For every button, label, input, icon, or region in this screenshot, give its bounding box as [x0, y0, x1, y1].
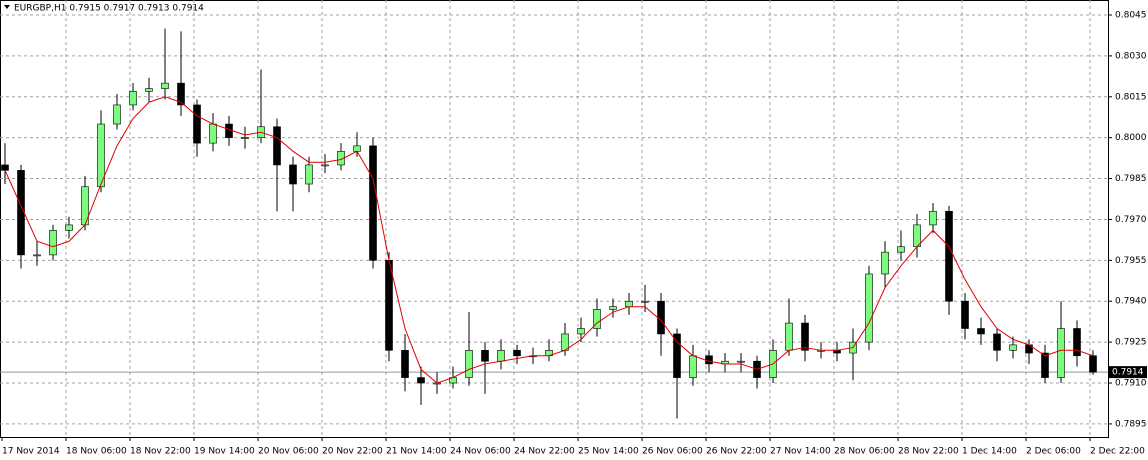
- y-tick-label: 0.7940: [1115, 297, 1147, 307]
- candle-body: [113, 104, 121, 125]
- candle-body: [465, 350, 473, 378]
- candle-body: [1009, 344, 1017, 351]
- candle-body: [17, 170, 25, 256]
- candle-body: [353, 145, 361, 152]
- x-tick-label: 27 Nov 14:00: [770, 447, 831, 457]
- x-tick-label: 26 Nov 22:00: [706, 447, 767, 457]
- candle-body: [577, 328, 585, 335]
- x-tick-label: 19 Nov 14:00: [194, 447, 255, 457]
- chart-title: EURGBP,H1 0.7915 0.7917 0.7913 0.7914: [14, 4, 204, 14]
- x-tick-label: 28 Nov 22:00: [898, 447, 959, 457]
- candle-body: [977, 328, 985, 335]
- candle-body: [1, 164, 9, 171]
- candle-body: [897, 246, 905, 253]
- y-tick-label: 0.7955: [1115, 256, 1147, 266]
- candle-body: [561, 333, 569, 351]
- candle-body: [369, 145, 377, 261]
- candle-body: [65, 224, 73, 231]
- candle-body: [129, 91, 137, 106]
- candle-body: [321, 164, 329, 167]
- candle-body: [625, 300, 633, 307]
- title-arrow: [4, 5, 10, 9]
- candle-body: [209, 123, 217, 144]
- candle-body: [401, 350, 409, 378]
- candle-body: [497, 350, 505, 362]
- x-tick-label: 26 Nov 06:00: [642, 447, 703, 457]
- candle-body: [993, 333, 1001, 351]
- candle-body: [593, 309, 601, 329]
- candle-body: [1041, 352, 1049, 378]
- x-tick-label: 2 Dec 06:00: [1026, 447, 1081, 457]
- candle-body: [1089, 355, 1097, 373]
- candle-body: [273, 126, 281, 166]
- x-tick-label: 20 Nov 22:00: [322, 447, 383, 457]
- x-tick-label: 1 Dec 14:00: [962, 447, 1017, 457]
- candle-body: [673, 333, 681, 378]
- candle-body: [289, 164, 297, 185]
- x-tick-label: 24 Nov 06:00: [450, 447, 511, 457]
- y-tick-label: 0.8000: [1115, 133, 1147, 143]
- candle-body: [481, 350, 489, 362]
- y-tick-label: 0.7910: [1115, 379, 1147, 389]
- candle-body: [785, 322, 793, 351]
- candle-body: [1073, 328, 1081, 357]
- x-tick-label: 2 Dec 22:00: [1090, 447, 1145, 457]
- candle-body: [161, 82, 169, 89]
- y-tick-label: 0.7925: [1115, 338, 1147, 348]
- moving-average-line: [4, 96, 1094, 384]
- x-tick-label: 17 Nov 2014: [2, 447, 60, 457]
- candle-body: [97, 123, 105, 188]
- x-tick-label: 24 Nov 22:00: [514, 447, 575, 457]
- y-tick-label: 0.8045: [1115, 10, 1147, 20]
- candle-body: [241, 137, 249, 139]
- candle-body: [1057, 328, 1065, 378]
- candle-body: [641, 300, 649, 303]
- candle-body: [945, 210, 953, 302]
- x-tick-label: 18 Nov 22:00: [130, 447, 191, 457]
- y-tick-label: 0.7970: [1115, 215, 1147, 225]
- current-price-label: 0.7914: [1112, 368, 1144, 378]
- candle-body: [513, 350, 521, 357]
- candle-body: [689, 355, 697, 378]
- candle-body: [385, 260, 393, 351]
- candle-body: [913, 224, 921, 248]
- x-tick-label: 21 Nov 14:00: [386, 447, 447, 457]
- candle-body: [961, 300, 969, 329]
- y-tick-label: 0.8015: [1115, 92, 1147, 102]
- candle-body: [929, 210, 937, 226]
- x-tick-label: 18 Nov 06:00: [66, 447, 127, 457]
- candle-body: [193, 104, 201, 144]
- x-tick-label: 25 Nov 14:00: [578, 447, 639, 457]
- candle-body: [801, 322, 809, 351]
- x-tick-label: 20 Nov 06:00: [258, 447, 319, 457]
- candle-body: [49, 230, 57, 256]
- candle-body: [881, 251, 889, 275]
- candle-body: [305, 164, 313, 185]
- y-tick-label: 0.7985: [1115, 174, 1147, 184]
- candle-body: [737, 360, 745, 363]
- current-price-box: [1109, 366, 1147, 379]
- candle-body: [145, 88, 153, 92]
- candle-body: [609, 306, 617, 310]
- candle-body: [417, 377, 425, 384]
- y-tick-label: 0.8030: [1115, 51, 1147, 61]
- candle-body: [177, 82, 185, 106]
- candle-body: [33, 254, 41, 257]
- y-tick-label: 0.7895: [1115, 419, 1147, 429]
- candle-body: [865, 273, 873, 343]
- x-tick-label: 28 Nov 06:00: [834, 447, 895, 457]
